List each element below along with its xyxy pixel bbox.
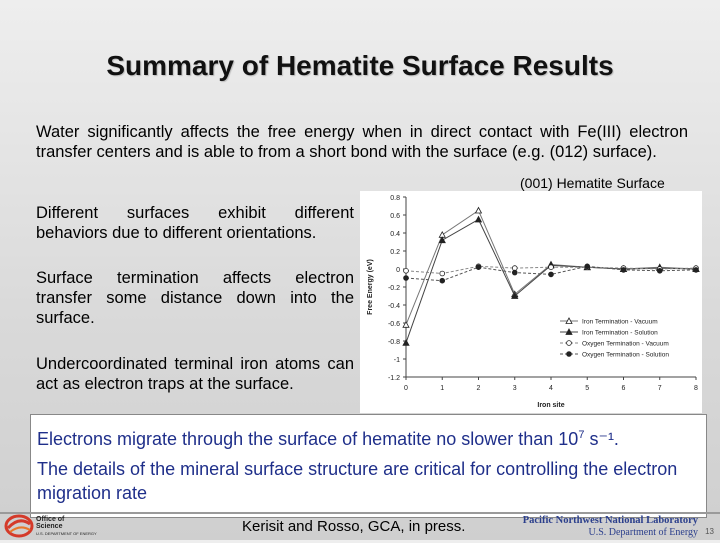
series-0-point-0	[402, 320, 410, 328]
paragraph-termination: Surface termination affects electron tra…	[36, 269, 354, 327]
y-tick-label-0: 0.8	[390, 195, 400, 202]
footer-lab-name: Pacific Northwest National Laboratory	[522, 515, 698, 526]
legend-box	[556, 314, 694, 364]
doe-logo-icon	[4, 514, 34, 538]
citation: Kerisit and Rosso, GCA, in press.	[242, 518, 466, 535]
series-3-point-7	[656, 268, 663, 274]
x-axis-label: Iron site	[537, 402, 564, 409]
paragraph-traps: Undercoordinated terminal iron atoms can…	[36, 355, 354, 393]
series-2-point-1	[439, 270, 446, 277]
highlight-migration-text: Electrons migrate through the surface of…	[37, 429, 579, 449]
chart-svg: 0.8 0.6 0.4 0.2 0 -0.2 -0.4 -0.6 -0.8 -1 -1.2 0 1 2 3 4…	[367, 195, 700, 409]
intro-paragraph: Water significantly affects the free ene…	[36, 123, 688, 161]
series-3-point-2	[475, 264, 482, 270]
series-3-point-1	[439, 277, 446, 284]
x-tick-label-0: 0	[404, 385, 408, 392]
series-1-point-3	[511, 292, 519, 299]
series-2-point-4	[548, 264, 554, 270]
legend-label-3: Oxygen Termination - Solution	[582, 352, 669, 359]
x-tick-label-6: 6	[622, 385, 626, 392]
y-tick-label-1: 0.6	[390, 213, 400, 220]
highlight-migration: Electrons migrate through the surface of…	[37, 423, 702, 451]
y-tick-label-8: -0.8	[388, 339, 400, 346]
paragraph-surfaces: Different surfaces exhibit different beh…	[36, 204, 354, 242]
legend-label-0: Iron Termination - Vacuum	[582, 319, 658, 326]
highlight-box: Electrons migrate through the surface of…	[30, 414, 707, 518]
series-3-point-0	[403, 275, 409, 281]
series-2-point-3	[511, 265, 518, 271]
legend-label-2: Oxygen Termination - Vacuum	[582, 341, 669, 348]
series-3-point-3	[511, 269, 518, 276]
chart-title: (001) Hematite Surface	[520, 175, 665, 191]
series-3-point-6	[620, 267, 627, 273]
y-tick-label-7: -0.6	[388, 321, 400, 328]
series-3-point-4	[548, 271, 554, 278]
series-3-point-5	[584, 263, 591, 270]
series-0-point-2	[474, 206, 483, 214]
x-tick-label-5: 5	[585, 385, 589, 392]
doe-logo-line-3: U.S. DEPARTMENT OF ENERGY	[36, 531, 97, 536]
highlight-structure: The details of the mineral surface struc…	[37, 459, 678, 503]
free-energy-chart: 0.8 0.6 0.4 0.2 0 -0.2 -0.4 -0.6 -0.8 -1 -1.2 0 1 2 3 4…	[360, 191, 702, 413]
series-1-point-1	[438, 236, 446, 244]
y-axis-label: Free Energy (eV)	[367, 259, 374, 315]
series-1-point-2	[474, 215, 483, 223]
y-tick-label-3: 0.2	[390, 249, 400, 256]
legend-label-1: Iron Termination - Solution	[582, 330, 658, 337]
doe-logo-text: Office of Science U.S. DEPARTMENT OF ENE…	[36, 516, 97, 537]
footer-doe-name: U.S. Department of Energy	[588, 527, 698, 538]
x-tick-label-4: 4	[549, 385, 553, 392]
legend-marker-2	[566, 340, 572, 346]
doe-logo-line-2: Science	[36, 523, 63, 530]
series-1-point-0	[402, 338, 410, 346]
y-tick-label-9: -1	[394, 357, 400, 364]
y-tick-label-6: -0.4	[388, 303, 400, 310]
highlight-migration-exponent: 7	[578, 429, 585, 441]
highlight-migration-unit: s⁻¹.	[584, 429, 619, 449]
legend-marker-0	[565, 317, 573, 324]
series-2-point-0	[403, 268, 409, 274]
y-tick-label-10: -1.2	[388, 375, 400, 382]
y-tick-label-5: -0.2	[388, 285, 400, 292]
doe-logo	[4, 514, 34, 543]
x-tick-label-8: 8	[694, 385, 698, 392]
doe-logo-line-1: Office of	[36, 516, 65, 523]
y-tick-label-2: 0.4	[390, 231, 400, 238]
x-tick-label-7: 7	[658, 385, 662, 392]
series-3-point-8	[693, 267, 699, 273]
footer-divider	[0, 512, 720, 514]
slide-title: Summary of Hematite Surface Results	[106, 50, 614, 81]
x-tick-label-1: 1	[440, 385, 444, 392]
x-tick-label-3: 3	[513, 385, 517, 392]
legend-marker-1	[565, 328, 573, 335]
x-tick-label-2: 2	[477, 385, 481, 392]
slide-number: 13	[705, 527, 714, 536]
y-tick-label-4: 0	[396, 267, 400, 274]
legend-marker-3	[566, 351, 572, 357]
